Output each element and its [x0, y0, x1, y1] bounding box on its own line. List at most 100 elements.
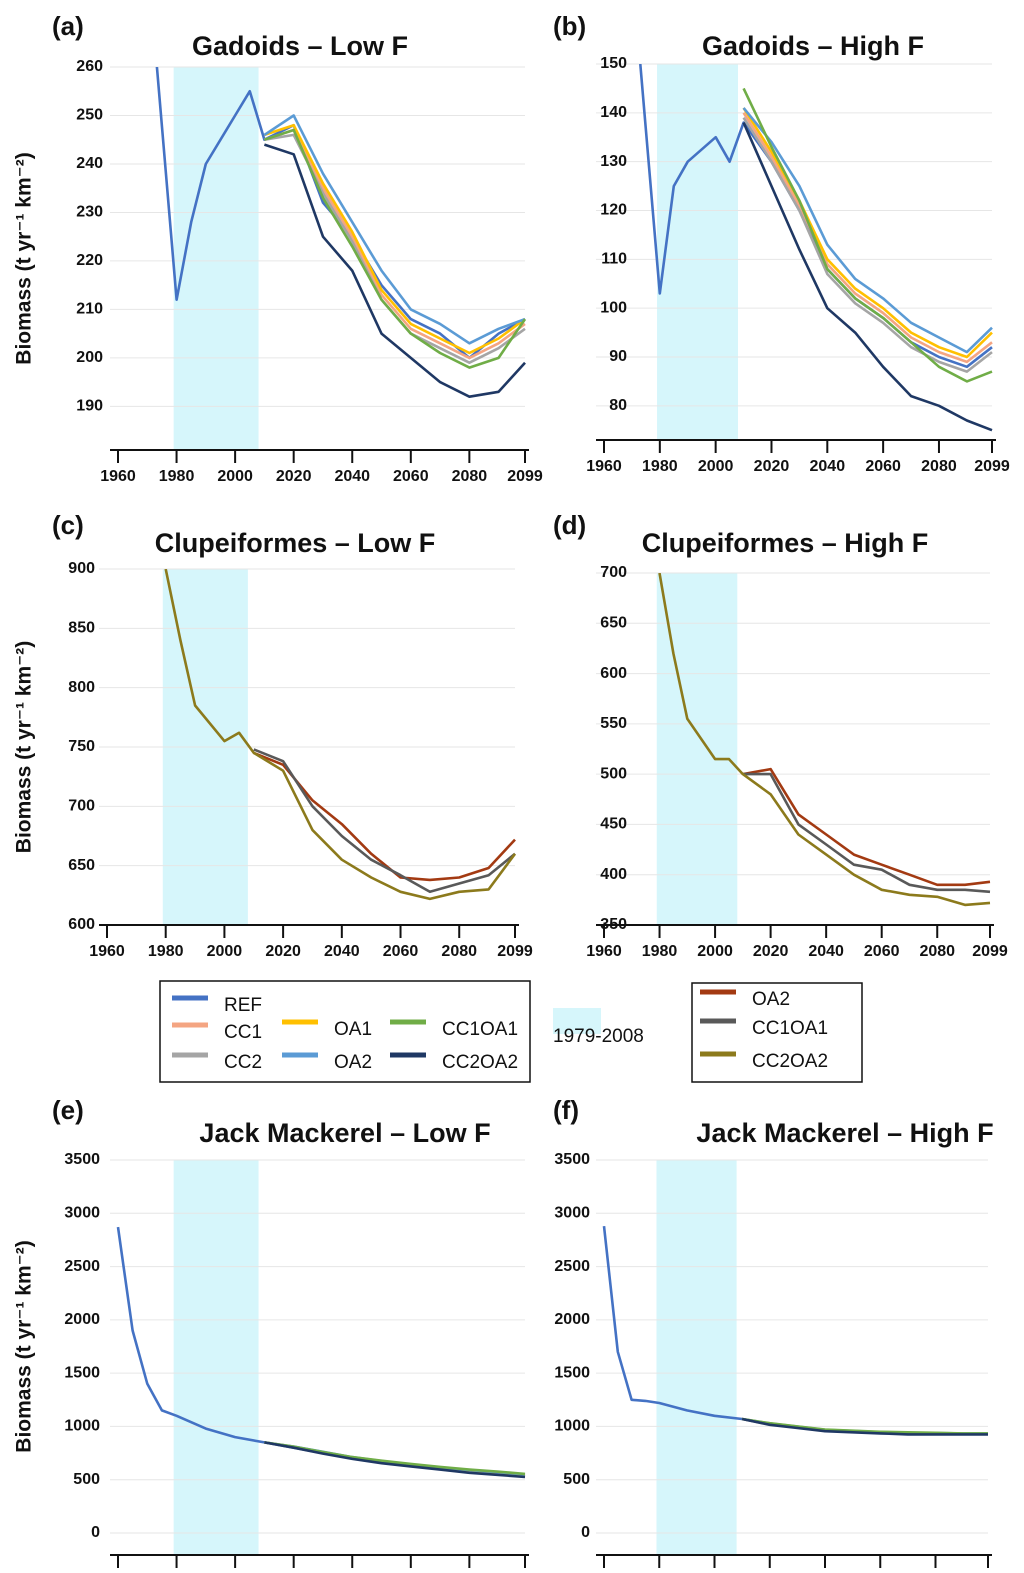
y-axis-label: Biomass (t yr⁻¹ km⁻²)	[13, 152, 36, 364]
series-line	[164, 569, 517, 901]
y-axis-label: Biomass (t yr⁻¹ km⁻²)	[13, 641, 36, 853]
x-tick-label: 1980	[148, 943, 184, 960]
panel-label: (e)	[52, 1095, 84, 1125]
y-tick-label: 650	[68, 857, 95, 874]
y-tick-label: 500	[73, 1471, 100, 1488]
x-tick-label: 2099	[507, 468, 543, 485]
legend-label: CC1OA1	[442, 1019, 518, 1040]
y-tick-label: 2000	[64, 1311, 100, 1328]
y-tick-label: 3500	[64, 1151, 100, 1168]
shade-band	[173, 67, 259, 450]
shade-band	[657, 64, 738, 440]
x-tick-label: 2099	[972, 943, 1008, 960]
x-tick-label: 2060	[393, 468, 429, 485]
y-tick-label: 80	[609, 397, 627, 414]
series-line	[742, 117, 993, 373]
y-tick-label: 190	[76, 398, 103, 415]
y-tick-label: 110	[601, 251, 627, 268]
legend-label: CC2	[224, 1052, 262, 1073]
x-tick-label: 2099	[497, 943, 533, 960]
y-tick-label: 3000	[554, 1205, 590, 1222]
x-tick-label: 1980	[642, 943, 678, 960]
y-tick-label: 3000	[64, 1205, 100, 1222]
y-tick-label: 3500	[554, 1151, 590, 1168]
y-tick-label: 700	[600, 564, 627, 581]
x-tick-label: 2020	[276, 468, 312, 485]
legend-shade-swatch	[553, 1008, 601, 1034]
chart-title: Clupeiformes – Low F	[155, 528, 436, 558]
x-tick-label: 1980	[642, 458, 678, 475]
x-tick-label: 2020	[265, 943, 301, 960]
y-tick-label: 500	[563, 1471, 590, 1488]
series-line	[742, 87, 993, 383]
chart-title: Jack Mackerel – Low F	[199, 1118, 490, 1148]
series-line	[253, 751, 516, 882]
series-line	[658, 573, 991, 907]
y-tick-label: 120	[600, 202, 627, 219]
x-tick-label: 2020	[754, 458, 790, 475]
x-tick-label: 2040	[808, 943, 844, 960]
legend-label: CC1	[224, 1022, 262, 1043]
x-tick-label: 2000	[207, 943, 243, 960]
chart-title: Clupeiformes – High F	[642, 528, 929, 558]
x-tick-label: 1960	[586, 943, 622, 960]
series-line	[742, 122, 993, 432]
series-line	[253, 748, 516, 894]
y-tick-label: 150	[600, 55, 627, 72]
x-tick-label: 2000	[217, 468, 253, 485]
series-line	[742, 772, 991, 894]
x-tick-label: 2000	[698, 458, 734, 475]
legend-shade-label: 1979-2008	[553, 1026, 644, 1047]
y-tick-label: 500	[600, 765, 627, 782]
panel-label: (a)	[52, 11, 84, 41]
y-tick-label: 750	[68, 738, 95, 755]
x-tick-label: 2080	[441, 943, 477, 960]
y-tick-label: 850	[68, 620, 95, 637]
legend-label: OA1	[334, 1019, 372, 1040]
y-tick-label: 1500	[64, 1364, 100, 1381]
series-line	[742, 767, 991, 887]
x-tick-label: 2060	[383, 943, 419, 960]
y-tick-label: 2500	[554, 1258, 590, 1275]
y-tick-label: 2500	[64, 1258, 100, 1275]
panel-label: (b)	[553, 11, 586, 41]
legend-label: REF	[224, 995, 262, 1016]
chart-title: Gadoids – Low F	[192, 31, 408, 61]
y-tick-label: 550	[600, 715, 627, 732]
x-tick-label: 2040	[810, 458, 846, 475]
y-tick-label: 400	[600, 866, 627, 883]
y-tick-label: 1500	[554, 1364, 590, 1381]
series-line	[263, 128, 526, 360]
shade-band	[173, 1160, 259, 1555]
y-tick-label: 90	[609, 348, 627, 365]
y-tick-label: 240	[76, 155, 103, 172]
y-tick-label: 260	[76, 58, 103, 75]
x-tick-label: 2060	[865, 458, 901, 475]
y-tick-label: 600	[600, 665, 627, 682]
x-tick-label: 2020	[753, 943, 789, 960]
y-axis-label: Biomass (t yr⁻¹ km⁻²)	[13, 1240, 36, 1452]
x-tick-label: 2040	[324, 943, 360, 960]
x-tick-label: 1960	[100, 468, 136, 485]
y-tick-label: 0	[581, 1524, 590, 1541]
series-line	[263, 128, 527, 369]
x-tick-label: 2060	[864, 943, 900, 960]
y-tick-label: 1000	[64, 1418, 100, 1435]
y-tick-label: 650	[600, 615, 627, 632]
y-tick-label: 900	[68, 560, 95, 577]
x-tick-label: 2080	[921, 458, 957, 475]
y-tick-label: 2000	[554, 1311, 590, 1328]
y-tick-label: 0	[91, 1524, 100, 1541]
series-line	[263, 123, 526, 355]
panel-label: (c)	[52, 510, 84, 540]
x-tick-label: 2080	[452, 468, 488, 485]
legend-label: CC2OA2	[442, 1052, 518, 1073]
y-tick-label: 230	[76, 204, 103, 221]
y-tick-label: 130	[600, 153, 627, 170]
legend-box	[159, 980, 531, 1083]
series-line	[741, 1417, 988, 1436]
y-tick-label: 250	[76, 107, 103, 124]
y-tick-label: 600	[68, 916, 95, 933]
y-tick-label: 140	[600, 104, 627, 121]
